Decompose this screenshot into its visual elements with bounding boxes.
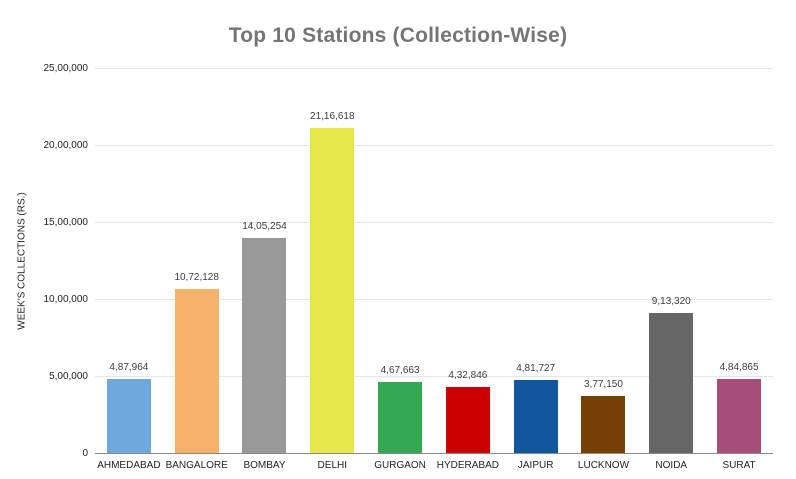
plot-area: 4,87,964 AHMEDABAD 10,72,128 BANGALORE 14,05… xyxy=(95,68,773,471)
x-axis-label-ahmedabad: AHMEDABAD xyxy=(97,460,161,471)
gridline xyxy=(95,68,773,69)
chart-title: Top 10 Stations (Collection-Wise) xyxy=(228,24,568,47)
y-tick-label: 10,00,000 xyxy=(43,294,89,305)
x-axis-label-jaipur: JAIPUR xyxy=(517,460,554,471)
bar-slot-jaipur: 4,81,727 JAIPUR xyxy=(502,69,570,471)
gridline xyxy=(95,145,773,146)
x-axis-label-noida: NOIDA xyxy=(655,460,688,471)
bar-value-label: 4,87,964 xyxy=(109,361,149,373)
bar-slot-gurgaon: 4,67,663 GURGAON xyxy=(366,69,434,471)
bar-lucknow[interactable] xyxy=(581,395,626,454)
bar-value-label: 14,05,254 xyxy=(242,220,287,232)
bar-slot-bombay: 14,05,254 BOMBAY xyxy=(231,69,299,471)
bar-value-label: 4,67,663 xyxy=(380,364,420,376)
x-axis-label-bangalore: BANGALORE xyxy=(165,460,228,471)
bar-value-label: 4,32,846 xyxy=(448,370,488,382)
bar-surat[interactable] xyxy=(717,379,762,454)
y-axis-ticks: 0 5,00,000 10,00,000 15,00,000 20,00,000 25,0… xyxy=(0,64,89,459)
x-axis-baseline xyxy=(95,453,773,454)
bar-value-label: 4,84,865 xyxy=(719,362,759,374)
bar-slot-ahmedabad: 4,87,964 AHMEDABAD xyxy=(95,69,163,471)
x-axis-label-gurgaon: GURGAON xyxy=(374,460,426,471)
gridline xyxy=(95,376,773,377)
bar-value-label: 21,16,618 xyxy=(310,111,355,123)
y-tick-label: 5,00,000 xyxy=(49,371,88,382)
bar-bombay[interactable] xyxy=(242,237,287,454)
bar-slot-lucknow: 3,77,150 LUCKNOW xyxy=(570,69,638,471)
bar-bangalore[interactable] xyxy=(174,288,219,454)
x-axis-label-bombay: BOMBAY xyxy=(243,460,286,471)
bar-slot-hyderabad: 4,32,846 HYDERABAD xyxy=(434,69,502,471)
bar-noida[interactable] xyxy=(649,313,694,454)
x-axis-label-delhi: DELHI xyxy=(317,460,347,471)
y-tick-label: 15,00,000 xyxy=(43,217,89,228)
bar-ahmedabad[interactable] xyxy=(106,378,151,454)
bar-slot-bangalore: 10,72,128 BANGALORE xyxy=(163,69,231,471)
bar-value-label: 10,72,128 xyxy=(174,271,219,283)
x-axis-label-lucknow: LUCKNOW xyxy=(577,460,630,471)
gridline xyxy=(95,299,773,300)
bar-delhi[interactable] xyxy=(310,128,355,454)
x-axis-label-surat: SURAT xyxy=(722,460,756,471)
bar-slot-surat: 4,84,865 SURAT xyxy=(705,69,773,471)
y-tick-label: 0 xyxy=(82,448,88,459)
bar-value-label: 4,81,727 xyxy=(516,362,556,374)
bars-row: 4,87,964 AHMEDABAD 10,72,128 BANGALORE 14,05… xyxy=(95,69,773,471)
bar-value-label: 3,77,150 xyxy=(584,378,623,390)
bar-value-label: 9,13,320 xyxy=(651,296,691,308)
y-tick-label: 25,00,000 xyxy=(43,63,89,74)
bar-slot-noida: 9,13,320 NOIDA xyxy=(637,69,705,471)
bar-jaipur[interactable] xyxy=(513,379,558,454)
x-axis-label-hyderabad: HYDERABAD xyxy=(436,460,499,471)
bar-hyderabad[interactable] xyxy=(445,387,490,454)
y-tick-label: 20,00,000 xyxy=(43,140,89,151)
bar-gurgaon[interactable] xyxy=(378,381,423,454)
bar-slot-delhi: 21,16,618 DELHI xyxy=(298,69,366,471)
gridline xyxy=(95,222,773,223)
